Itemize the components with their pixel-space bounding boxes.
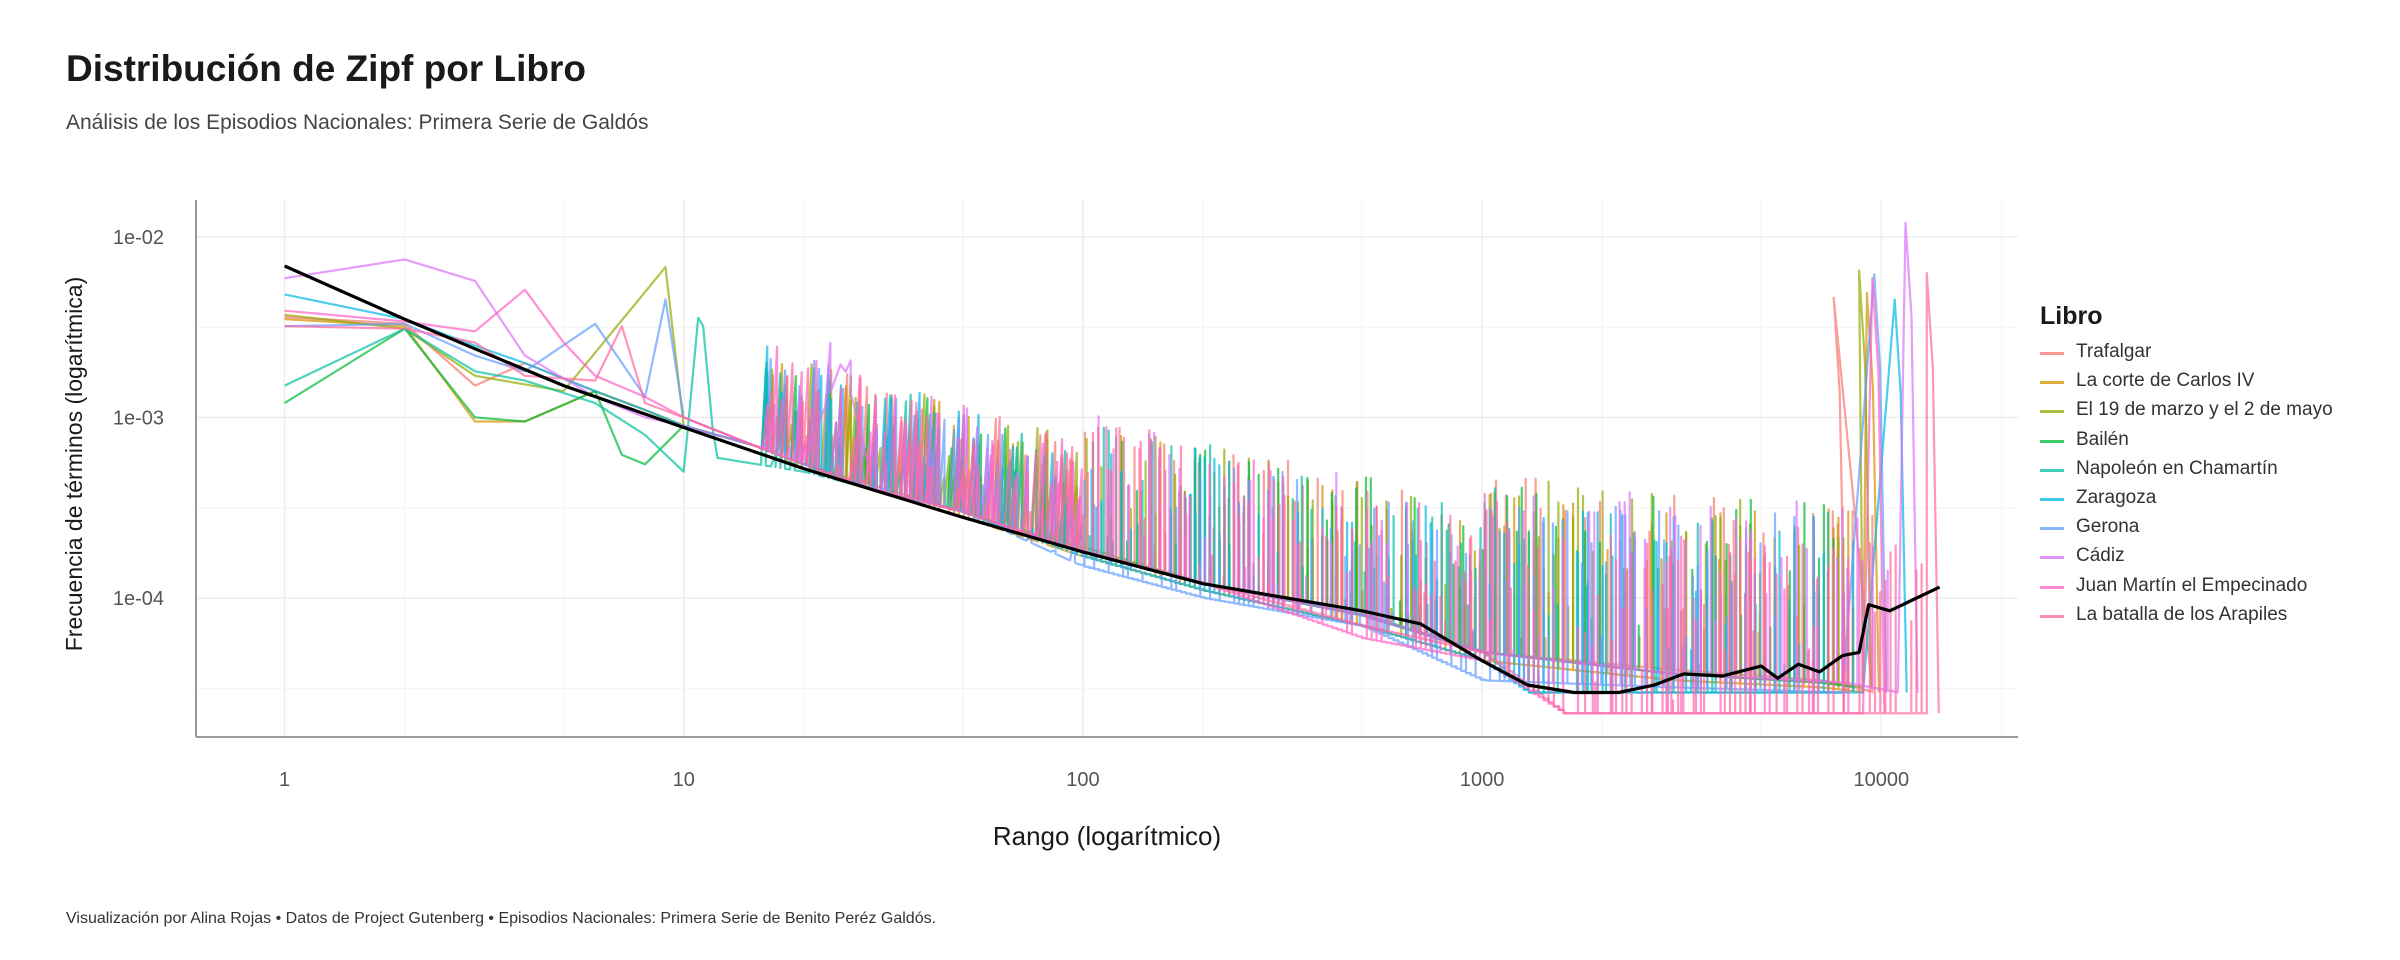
legend-swatch bbox=[2040, 585, 2064, 589]
legend-swatch bbox=[2040, 556, 2064, 560]
legend: Trafalgar La corte de Carlos IV El 19 de m… bbox=[2022, 338, 2382, 630]
legend-label: Cádiz bbox=[2076, 545, 2125, 567]
legend-label: Juan Martín el Empecinado bbox=[2076, 574, 2308, 596]
legend-label: Bailén bbox=[2076, 428, 2129, 450]
legend-item: Gerona bbox=[2022, 513, 2382, 542]
legend-item: Napoleón en Chamartín bbox=[2022, 455, 2382, 484]
legend-label: La corte de Carlos IV bbox=[2076, 370, 2255, 392]
legend-item: Cádiz bbox=[2022, 542, 2382, 571]
chart-caption: Visualización por Alina Rojas • Datos de… bbox=[66, 910, 937, 927]
legend-label: Trafalgar bbox=[2076, 341, 2152, 362]
y-tick-label: 1e-02 bbox=[113, 227, 164, 249]
legend-swatch bbox=[2040, 410, 2064, 414]
legend-swatch bbox=[2040, 381, 2064, 385]
legend-item: El 19 de marzo y el 2 de mayo bbox=[2022, 396, 2382, 425]
series-lines bbox=[284, 221, 1940, 715]
legend-swatch bbox=[2040, 468, 2064, 472]
trend-line bbox=[283, 264, 1941, 695]
series-line-10 bbox=[284, 272, 1940, 715]
legend-swatch bbox=[2040, 527, 2064, 531]
legend-title: Libro bbox=[2040, 302, 2103, 330]
x-tick-label: 1 bbox=[279, 769, 290, 791]
grid-lines bbox=[196, 200, 2018, 737]
legend-swatch bbox=[2040, 439, 2064, 443]
legend-item: Juan Martín el Empecinado bbox=[2022, 572, 2382, 601]
chart-title: Distribución de Zipf por Libro bbox=[66, 48, 587, 89]
y-axis-title: Frecuencia de términos (logarítmica) bbox=[61, 277, 87, 652]
x-tick-label: 100 bbox=[1066, 769, 1099, 791]
legend-label: Zaragoza bbox=[2076, 486, 2157, 508]
x-tick-label: 10 bbox=[673, 769, 695, 791]
x-axis-title: Rango (logarítmico) bbox=[993, 821, 1221, 851]
trend-line-group bbox=[283, 264, 1941, 695]
legend-item: La batalla de los Arapiles bbox=[2022, 601, 2382, 630]
x-tick-label: 1000 bbox=[1460, 769, 1505, 791]
legend-label: La batalla de los Arapiles bbox=[2076, 603, 2288, 625]
legend-swatch bbox=[2040, 614, 2064, 618]
legend-item: Trafalgar bbox=[2022, 338, 2382, 367]
chart-subtitle: Análisis de los Episodios Nacionales: Pr… bbox=[66, 111, 649, 134]
legend-item: La corte de Carlos IV bbox=[2022, 367, 2382, 396]
y-tick-label: 1e-04 bbox=[113, 588, 164, 610]
legend-label: El 19 de marzo y el 2 de mayo bbox=[2076, 399, 2333, 421]
y-tick-label: 1e-03 bbox=[113, 407, 164, 429]
x-tick-label: 10000 bbox=[1853, 769, 1909, 791]
legend-item: Bailén bbox=[2022, 426, 2382, 455]
legend-label: Napoleón en Chamartín bbox=[2076, 457, 2278, 479]
legend-swatch bbox=[2040, 352, 2064, 355]
legend-swatch bbox=[2040, 497, 2064, 501]
legend-label: Gerona bbox=[2076, 516, 2140, 538]
axes: 1 10 100 1000 10000 1e-02 1e-03 1e-04 bbox=[113, 200, 2018, 791]
legend-item: Zaragoza bbox=[2022, 484, 2382, 513]
